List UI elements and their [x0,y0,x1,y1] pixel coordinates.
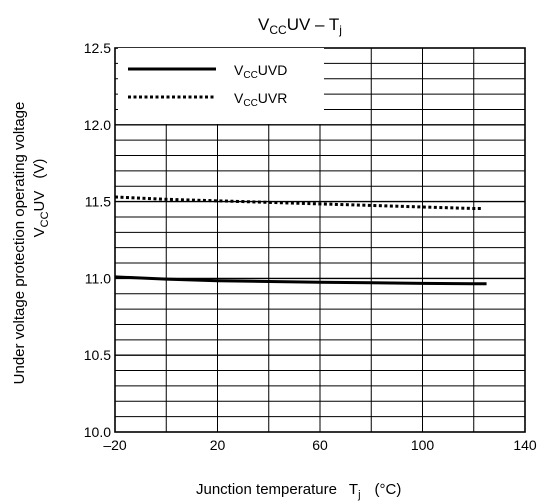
x-axis-label: Junction temperature Tj (°C) [196,481,401,501]
y-tick-label: 12.5 [84,40,111,56]
x-tick-label: 140 [513,437,537,453]
series-line-vccuvd [114,275,487,286]
grid-lines [115,48,525,432]
x-tick-label: 100 [411,437,435,453]
y-axis-label-line2: VCCUV(V) [31,159,51,238]
series-line-vccuvr [114,195,482,211]
y-axis-label-line1: Under voltage protection operating volta… [11,102,28,385]
x-tick-label: –20 [103,437,127,453]
x-tick-label: 60 [312,437,328,453]
legend-label-vccuvd: VCCUVD [234,62,287,81]
y-tick-label: 11.5 [85,194,111,210]
x-tick-labels: –20 20 60 100 140 [103,437,537,453]
x-tick-label: 20 [210,437,226,453]
chart-title: VCCUV – Tj [258,15,342,37]
y-tick-label: 12.0 [84,117,111,133]
y-tick-label: 10.0 [84,424,111,440]
y-tick-label: 11.0 [85,270,111,286]
legend-label-vccuvr: VCCUVR [234,90,287,109]
y-tick-label: 10.5 [84,347,111,363]
series-lines [114,195,487,286]
y-tick-labels: 10.0 10.5 11.0 11.5 12.0 12.5 [84,40,111,440]
legend-box [118,48,324,124]
